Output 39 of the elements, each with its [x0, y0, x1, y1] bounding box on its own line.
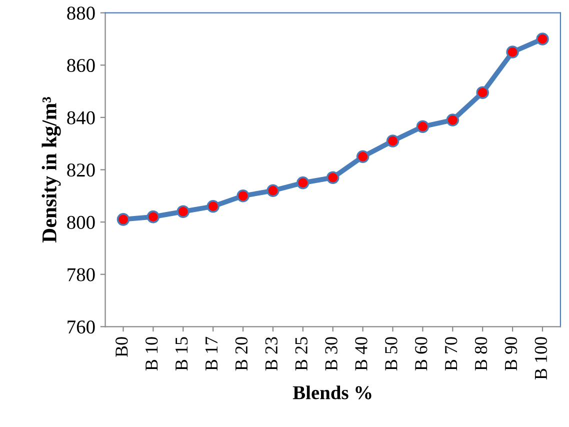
x-tick-label: B 25: [295, 337, 308, 370]
x-tick-label: B 23: [265, 337, 278, 370]
x-tick-label: B 17: [206, 336, 218, 370]
point: [146, 210, 160, 224]
x-axis-title: Blends %: [292, 386, 372, 400]
point: [206, 200, 220, 213]
point: [446, 114, 460, 126]
point: [266, 184, 280, 198]
x-tick-label: B 15: [176, 337, 188, 370]
y-tick-label: 780: [68, 268, 95, 282]
point: [386, 134, 400, 148]
y-tick-label: 820: [67, 164, 95, 177]
point: [236, 189, 250, 202]
point: [476, 86, 489, 99]
x-tick-label: B 90: [504, 337, 518, 370]
y-tick-label: 800: [67, 216, 95, 229]
point: [536, 32, 549, 46]
x-tick-label: B0: [116, 337, 128, 357]
point: [326, 171, 340, 184]
x-tick-label: B 80: [474, 337, 488, 370]
y-tick-label: 760: [68, 320, 95, 334]
x-tick-label: B 30: [325, 337, 338, 370]
point: [116, 213, 130, 226]
point: [176, 205, 190, 218]
y-tick-label: 880: [67, 6, 95, 20]
point: [356, 150, 370, 164]
y-axis-title: Density in kg/m³: [42, 97, 61, 243]
x-tick-label: B 40: [355, 337, 368, 370]
point: [296, 176, 310, 190]
point: [506, 46, 519, 58]
x-tick-label: B 50: [385, 337, 398, 370]
x-tick-label: B 10: [146, 337, 158, 370]
x-tick-label: B 70: [444, 337, 458, 370]
point: [416, 120, 430, 133]
x-tick-label: B 100: [534, 337, 548, 380]
x-tick-label: B 20: [235, 337, 248, 370]
y-tick-label: 840: [67, 111, 95, 124]
x-tick-label: B 60: [415, 337, 428, 370]
y-tick-label: 860: [67, 58, 95, 72]
